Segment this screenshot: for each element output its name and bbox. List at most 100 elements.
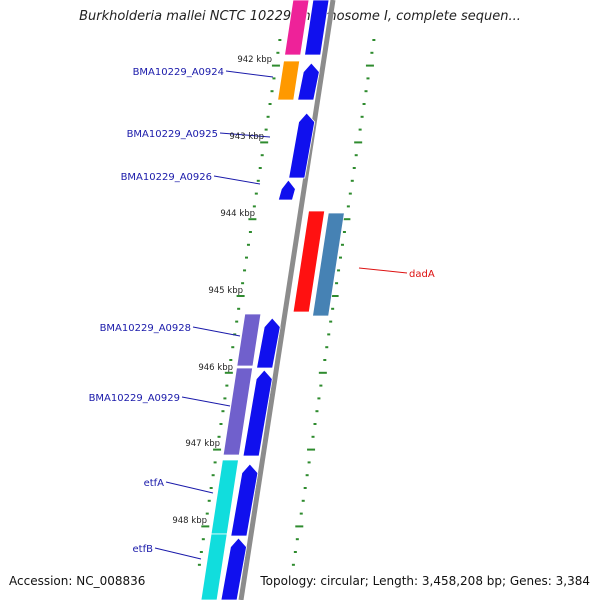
gene-label-leader	[219, 132, 271, 138]
tick-mark	[342, 231, 346, 233]
tick-mark	[219, 423, 223, 425]
tick-mark	[318, 371, 327, 374]
ruler-label: 942 kbp	[237, 55, 272, 65]
tick-mark	[217, 435, 221, 438]
gene-label: BMA10229_A0925	[127, 129, 218, 140]
tick-mark	[264, 128, 268, 131]
tick-mark	[325, 346, 329, 349]
tick-mark	[301, 499, 305, 502]
gene-label-leader	[192, 326, 241, 337]
cds-feature	[277, 179, 296, 201]
gene-feature	[284, 0, 310, 56]
tick-mark	[248, 231, 252, 233]
tick-mark	[315, 410, 319, 413]
tick-mark	[225, 384, 229, 387]
tick-mark	[246, 243, 250, 246]
tick-mark	[241, 282, 245, 285]
tick-mark	[266, 115, 270, 118]
tick-mark	[223, 397, 227, 400]
gene-label: BMA10229_A0929	[89, 393, 180, 404]
gene-label: etfA	[144, 478, 165, 489]
tick-mark	[213, 461, 217, 464]
tick-mark	[270, 90, 274, 93]
cds-feature	[230, 463, 259, 537]
ruler-label: 944 kbp	[220, 209, 255, 219]
tick-mark	[331, 307, 335, 310]
tick-mark	[254, 192, 258, 195]
tick-mark	[229, 359, 233, 361]
tick-mark	[352, 167, 356, 169]
tick-mark	[323, 359, 327, 361]
tick-mark	[364, 90, 368, 93]
tick-mark	[248, 218, 257, 221]
tick-mark	[268, 103, 272, 105]
cds-feature	[242, 369, 273, 457]
tick-mark	[362, 103, 366, 105]
cds-feature	[312, 212, 345, 317]
tick-mark	[307, 461, 311, 464]
tick-mark	[260, 141, 269, 144]
cds-feature	[297, 62, 320, 101]
tick-mark	[235, 320, 239, 323]
tick-mark	[327, 333, 331, 336]
tick-mark	[258, 167, 262, 169]
cds-feature	[304, 0, 330, 56]
cds-feature	[220, 537, 247, 600]
tick-mark	[293, 551, 297, 553]
tick-mark	[243, 269, 247, 272]
tick-mark	[224, 371, 233, 374]
gene-label: BMA10229_A0924	[133, 67, 224, 78]
tick-mark	[213, 448, 222, 451]
tick-mark	[199, 551, 203, 553]
cds-feature	[288, 112, 316, 179]
tick-mark	[291, 563, 295, 566]
gene-label-leader	[358, 267, 408, 274]
tick-mark	[346, 205, 350, 208]
genome-info-label: Topology: circular; Length: 3,458,208 bp…	[260, 574, 590, 588]
gene-label: etfB	[133, 544, 154, 555]
ruler-label: 945 kbp	[208, 286, 243, 296]
tick-mark	[365, 64, 374, 67]
tick-mark	[231, 346, 235, 349]
tick-mark	[319, 384, 323, 387]
tick-mark	[337, 269, 341, 272]
tick-mark	[245, 256, 249, 259]
tick-mark	[205, 512, 209, 515]
tick-mark	[221, 410, 225, 413]
gene-label-leader	[154, 547, 202, 560]
tick-mark	[201, 538, 205, 541]
tick-mark	[348, 192, 352, 195]
gene-label: dadA	[409, 269, 435, 280]
tick-mark	[340, 243, 344, 246]
tick-mark	[329, 320, 333, 323]
tick-mark	[207, 499, 211, 502]
ruler-label: 946 kbp	[198, 363, 233, 373]
ruler-labels: 942 kbp 943 kbp 944 kbp 945 kbp 946 kbp 947 k…	[172, 55, 272, 526]
tick-mark	[339, 256, 343, 259]
tick-mark	[299, 512, 303, 515]
tick-mark	[354, 141, 363, 144]
cds-feature	[256, 317, 281, 369]
gene-label: BMA10229_A0928	[100, 323, 191, 334]
gene-label-leader	[181, 396, 231, 407]
tick-mark	[366, 77, 370, 80]
tick-mark	[295, 538, 299, 541]
gene-label-leader	[165, 481, 214, 494]
tick-mark	[360, 115, 364, 118]
accession-label: Accession: NC_008836	[9, 574, 146, 588]
tick-mark	[303, 487, 307, 489]
tick-mark	[335, 282, 339, 285]
tick-mark	[330, 295, 339, 297]
tick-mark	[358, 128, 362, 131]
gene-label: BMA10229_A0926	[121, 172, 212, 183]
gene-feature	[236, 313, 262, 367]
tick-mark	[252, 205, 256, 208]
tick-mark	[201, 525, 210, 528]
tick-mark	[272, 77, 276, 80]
tick-mark	[278, 39, 282, 41]
tick-mark	[197, 563, 201, 566]
gene-feature	[200, 533, 228, 600]
tick-mark	[256, 179, 260, 182]
tick-mark	[305, 474, 309, 477]
gene-feature	[292, 210, 326, 313]
